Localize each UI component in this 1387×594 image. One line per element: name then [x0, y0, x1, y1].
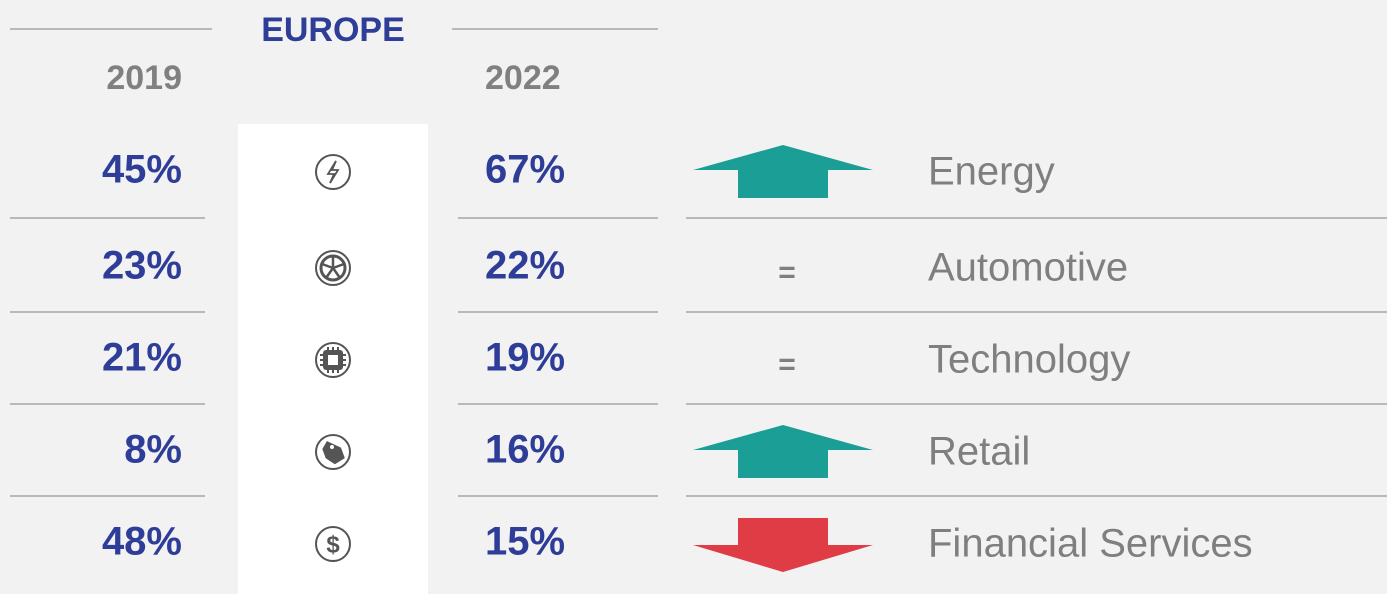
value-2022: 67%: [485, 148, 565, 192]
sector-label: Financial Services: [928, 522, 1253, 566]
svg-text:$: $: [326, 531, 340, 558]
value-2019: 8%: [124, 428, 182, 472]
value-2022: 19%: [485, 336, 565, 380]
value-2022: 16%: [485, 428, 565, 472]
trend-equal: =: [778, 348, 796, 381]
value-2019: 21%: [102, 336, 182, 380]
year-header: 2019: [106, 59, 182, 97]
title: EUROPE: [261, 11, 405, 49]
trend-arrow-up: [693, 425, 873, 478]
value-2019: 48%: [102, 520, 182, 564]
sector-label: Retail: [928, 430, 1030, 474]
sector-icon: [315, 434, 351, 470]
sector-label: Technology: [928, 338, 1130, 382]
value-2022: 15%: [485, 520, 565, 564]
sector-icon: [315, 342, 351, 378]
value-2019: 23%: [102, 244, 182, 288]
trend-arrow-down: [693, 518, 873, 572]
trend-equal: =: [778, 256, 796, 289]
value-2019: 45%: [102, 148, 182, 192]
sector-icon: [315, 154, 351, 190]
trend-arrow-up: [693, 145, 873, 198]
value-2022: 22%: [485, 244, 565, 288]
sector-icon: [315, 250, 351, 286]
year-header: 2022: [485, 59, 561, 97]
sector-label: Automotive: [928, 246, 1128, 290]
sector-label: Energy: [928, 150, 1055, 194]
sector-icon: $: [315, 526, 351, 562]
